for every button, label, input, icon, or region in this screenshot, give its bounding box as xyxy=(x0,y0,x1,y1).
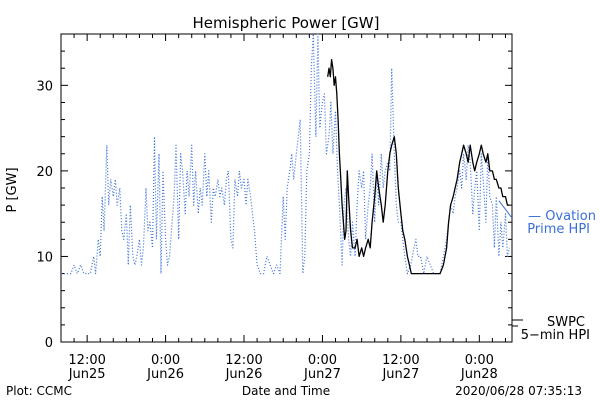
y-axis: 0 10 20 30 xyxy=(36,33,512,351)
x-tick-time-label: 0:00 xyxy=(151,353,180,368)
x-tick-time-label: 12:00 xyxy=(225,353,262,368)
x-axis-label: Date and Time xyxy=(242,384,330,398)
chart-title: Hemispheric Power [GW] xyxy=(193,14,380,32)
x-tick-date-label: Jun26 xyxy=(225,367,263,382)
plot-credit: Plot: CCMC xyxy=(6,384,72,398)
y-tick-label: 30 xyxy=(36,79,53,94)
ovation-prime-hpi-line xyxy=(61,33,510,275)
x-axis: 12:00Jun250:00Jun2612:00Jun260:00Jun2712… xyxy=(60,34,506,382)
x-tick-date-label: Jun27 xyxy=(303,367,341,382)
y-tick-label: 20 xyxy=(36,165,53,180)
x-tick-date-label: Jun28 xyxy=(460,367,498,382)
x-tick-date-label: Jun27 xyxy=(381,367,419,382)
x-tick-time-label: 12:00 xyxy=(382,353,419,368)
y-tick-label: 10 xyxy=(36,250,53,265)
x-tick-date-label: Jun26 xyxy=(146,367,184,382)
y-axis-label: P [GW] xyxy=(5,167,20,212)
swpc-legend-label: SWPC xyxy=(547,315,585,330)
ovation-legend-leader xyxy=(498,200,513,219)
ovation-legend-label-2: Prime HPI xyxy=(527,222,590,237)
series-layer xyxy=(61,33,510,275)
x-tick-time-label: 0:00 xyxy=(465,353,494,368)
plot-timestamp: 2020/06/28 07:35:13 xyxy=(455,384,582,398)
swpc-legend-label-2: 5−min HPI xyxy=(521,328,590,343)
x-tick-time-label: 0:00 xyxy=(308,353,337,368)
plot-border xyxy=(60,33,513,343)
x-tick-time-label: 12:00 xyxy=(68,353,105,368)
x-tick-date-label: Jun25 xyxy=(68,367,106,382)
ovation-legend-label: — Ovation xyxy=(528,209,596,224)
y-tick-label: 0 xyxy=(45,336,53,351)
swpc-hpi-line xyxy=(327,59,510,275)
plot-frame xyxy=(60,33,513,343)
